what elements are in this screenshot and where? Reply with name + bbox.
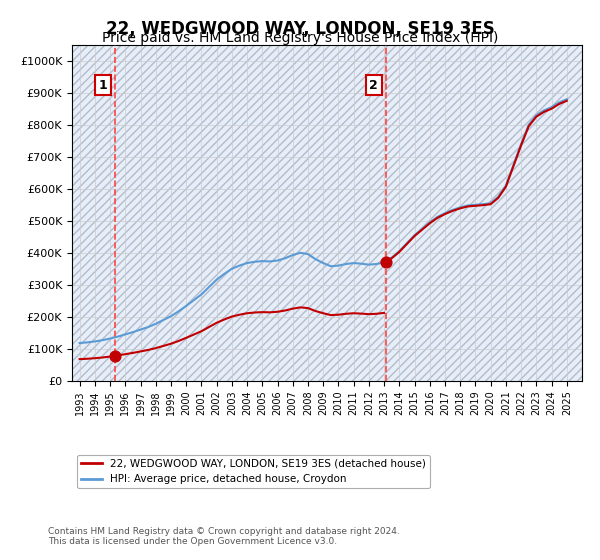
Text: 22, WEDGWOOD WAY, LONDON, SE19 3ES: 22, WEDGWOOD WAY, LONDON, SE19 3ES xyxy=(106,20,494,38)
Point xyxy=(110,351,120,360)
Text: Contains HM Land Registry data © Crown copyright and database right 2024.
This d: Contains HM Land Registry data © Crown c… xyxy=(48,526,400,546)
Text: Price paid vs. HM Land Registry's House Price Index (HPI): Price paid vs. HM Land Registry's House … xyxy=(102,31,498,45)
Legend: 22, WEDGWOOD WAY, LONDON, SE19 3ES (detached house), HPI: Average price, detache: 22, WEDGWOOD WAY, LONDON, SE19 3ES (deta… xyxy=(77,455,430,488)
Text: 1: 1 xyxy=(98,78,107,92)
Point xyxy=(381,258,391,267)
Text: 2: 2 xyxy=(370,78,378,92)
